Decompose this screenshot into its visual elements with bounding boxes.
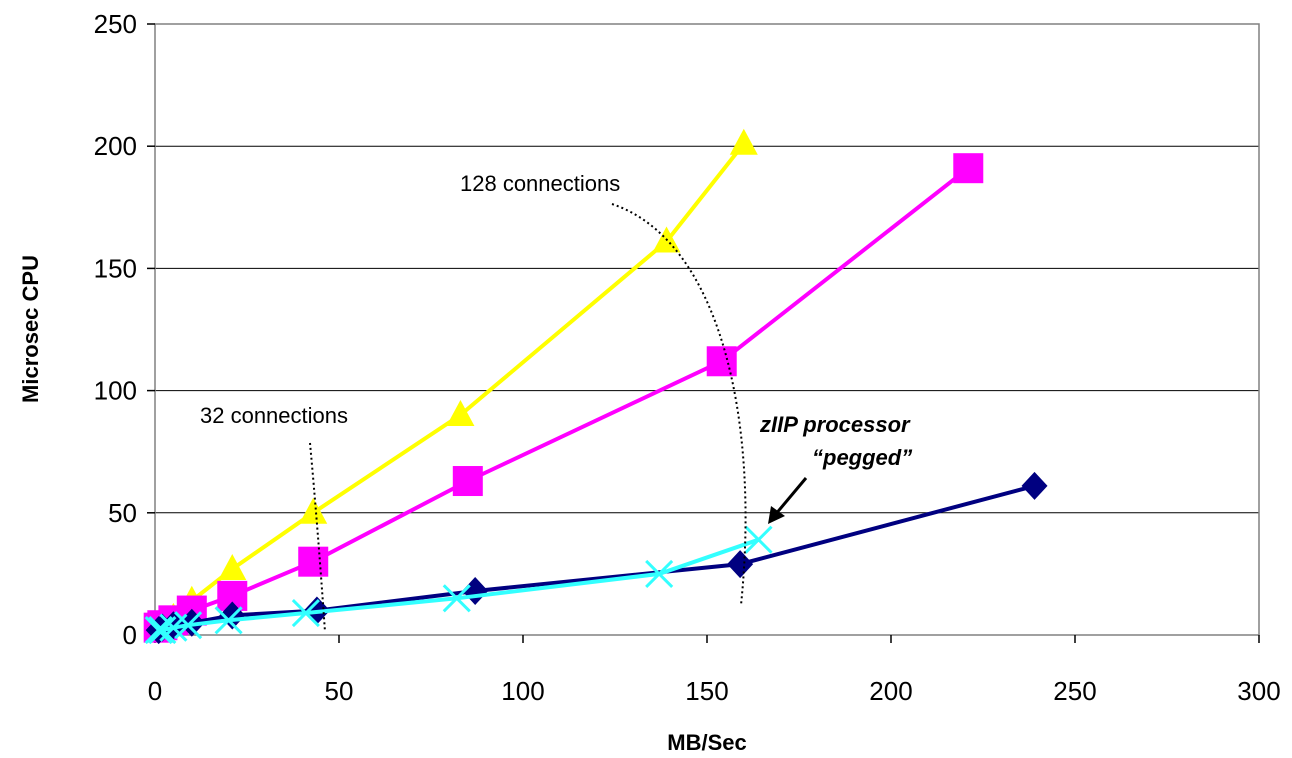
data-point-x [645, 559, 674, 588]
annotation-32-connections-curve [309, 442, 326, 633]
annotation-32-connections: 32 connections [200, 403, 348, 428]
series-line [157, 483, 1036, 632]
data-point-square [706, 346, 737, 377]
series-triangle [144, 128, 758, 639]
annotation-ziip-line1: zIIP processor [759, 412, 911, 437]
gridlines [155, 23, 1259, 514]
data-point-x [442, 584, 471, 613]
annotation-128-connections: 128 connections [460, 171, 620, 196]
data-point-x [214, 606, 243, 635]
data-point-square [298, 546, 329, 577]
x-axis-title: MB/Sec [667, 730, 746, 755]
data-point-diamond [727, 550, 754, 579]
x-axis-ticks: 0 50 100 150 200 250 300 [148, 635, 1281, 706]
data-point-triangle [446, 400, 475, 427]
x-tick-label: 250 [1053, 676, 1096, 706]
data-point-x [148, 616, 177, 645]
y-tick-label: 250 [94, 9, 137, 39]
data-point-square [953, 153, 984, 184]
data-point-square [452, 466, 483, 497]
y-axis-ticks: 0 50 100 150 200 250 [94, 9, 155, 650]
data-point-x [291, 598, 320, 628]
y-axis-title: Microsec CPU [18, 255, 43, 403]
data-point-x [174, 611, 203, 640]
x-tick-label: 50 [325, 676, 354, 706]
y-tick-label: 150 [94, 253, 137, 283]
data-point-diamond [1021, 471, 1048, 500]
annotation-128-connections-curve [611, 203, 747, 606]
series-x [144, 525, 773, 645]
x-tick-label: 200 [869, 676, 912, 706]
data-point-x [744, 525, 773, 554]
series-diamond [145, 471, 1048, 645]
y-tick-label: 100 [94, 376, 137, 406]
plot-area-border [154, 23, 1260, 636]
x-tick-label: 0 [148, 676, 162, 706]
y-tick-label: 0 [123, 620, 137, 650]
annotation-ziip-line2: “pegged” [812, 445, 912, 470]
series-group [143, 128, 1048, 645]
data-point-triangle [299, 497, 328, 524]
data-point-triangle [218, 554, 247, 581]
y-tick-label: 50 [108, 498, 137, 528]
series-line [158, 142, 746, 630]
data-point-triangle [729, 128, 758, 155]
series-square [143, 153, 984, 643]
y-tick-label: 200 [94, 131, 137, 161]
series-line [157, 166, 970, 630]
annotation-ziip-arrow [773, 477, 808, 516]
x-tick-label: 100 [501, 676, 544, 706]
annotation-ziip-arrowhead [768, 506, 785, 524]
x-tick-label: 300 [1237, 676, 1280, 706]
x-tick-label: 150 [685, 676, 728, 706]
